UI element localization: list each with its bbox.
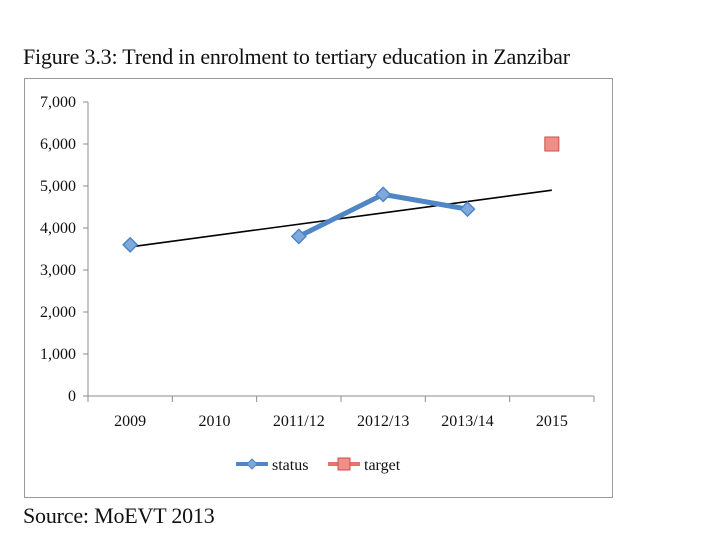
y-tick-label: 1,000 [40,346,76,363]
legend-label-status: status [272,457,308,474]
y-tick-label: 3,000 [40,262,76,279]
legend-label-target: target [364,457,401,474]
x-tick-label: 2015 [536,413,568,430]
data-point-status [375,186,392,203]
series-group [122,136,560,253]
data-point-status [290,228,307,245]
figure-title: Figure 3.3: Trend in enrolment to tertia… [23,44,570,69]
trendline [130,189,552,248]
y-tick-label: 0 [68,388,76,405]
y-tick-label: 2,000 [40,304,76,321]
data-point-status [122,236,139,253]
chart-axes: 0 1,000 2,000 3,000 4,000 5,000 6,000 7,000 2009… [40,94,595,430]
y-tick-label: 4,000 [40,220,76,237]
x-tick-label: 2011/12 [273,413,325,430]
data-point-target [544,136,560,152]
y-tick-label: 7,000 [40,94,76,111]
legend-marker-target [337,457,351,471]
figure-source: Source: MoEVT 2013 [23,503,215,528]
series-line-status [296,191,386,239]
x-tick-label: 2009 [114,413,146,430]
y-tick-label: 6,000 [40,136,76,153]
data-point-status [459,201,476,218]
chart-frame [24,78,613,498]
series-line-status [380,191,470,212]
legend-marker-status [246,458,258,470]
x-tick-label: 2012/13 [357,413,409,430]
x-tick-label: 2010 [199,413,231,430]
legend: status target [236,457,401,474]
x-tick-label: 2013/14 [441,413,493,430]
trendline-group [130,189,552,248]
y-tick-label: 5,000 [40,178,76,195]
